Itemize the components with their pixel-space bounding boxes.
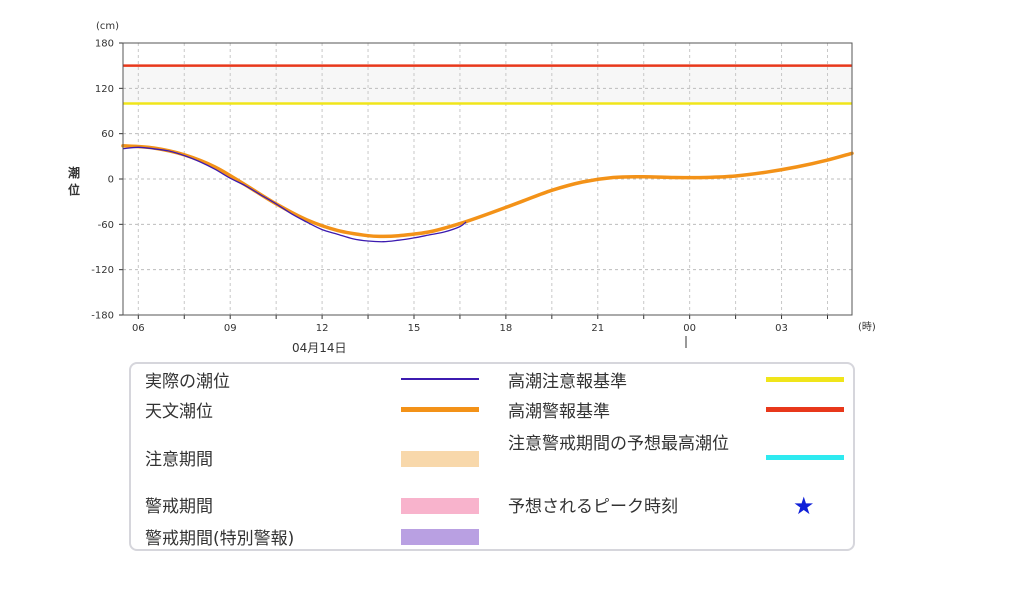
threshold-band bbox=[123, 65, 852, 104]
legend-label: 予想されるピーク時刻 bbox=[508, 497, 678, 517]
x-tick-label: 12 bbox=[316, 323, 329, 334]
x-tick-label: 00 bbox=[683, 323, 696, 334]
date-label: 04月14日 bbox=[292, 341, 347, 355]
legend-label: 警戒期間 bbox=[145, 497, 213, 517]
legend-swatch bbox=[401, 529, 479, 545]
legend-swatch bbox=[401, 407, 479, 412]
y-tick-label: -60 bbox=[98, 220, 114, 231]
tide-chart: (cm) 180 120 60 0 -60 -120 -180 06 09 12 15 18 21 00 0… bbox=[68, 21, 876, 355]
y-unit-label: (cm) bbox=[96, 21, 119, 32]
legend-swatch bbox=[766, 455, 844, 460]
legend-label: 高潮注意報基準 bbox=[508, 372, 627, 392]
y-tick-label: 180 bbox=[95, 39, 114, 50]
y-tick-label: 120 bbox=[95, 84, 114, 95]
x-unit-label: (時) bbox=[858, 321, 876, 333]
y-tick-label: 0 bbox=[108, 175, 114, 186]
x-tick-label: 06 bbox=[132, 323, 145, 334]
legend-label: 天文潮位 bbox=[145, 402, 213, 422]
x-tick-label: 15 bbox=[408, 323, 421, 334]
legend-label: 注意警戒期間の予想最高潮位 bbox=[508, 434, 729, 454]
y-tick-label: -180 bbox=[91, 311, 114, 322]
x-tick-label: 03 bbox=[775, 323, 788, 334]
legend: 実際の潮位天文潮位注意期間警戒期間警戒期間(特別警報) 高潮注意報基準 高潮警報基準… bbox=[129, 362, 855, 551]
x-tick-label: 18 bbox=[500, 323, 513, 334]
legend-label: 実際の潮位 bbox=[145, 372, 230, 392]
legend-swatch bbox=[766, 407, 844, 412]
y-tick-label: 60 bbox=[101, 129, 114, 140]
y-tick-label: -120 bbox=[91, 265, 114, 276]
legend-label: 注意期間 bbox=[145, 450, 213, 470]
x-tick-label: 09 bbox=[224, 323, 237, 334]
legend-swatch bbox=[401, 498, 479, 514]
y-axis-label-char-1: 潮 bbox=[68, 165, 80, 180]
legend-swatch bbox=[401, 378, 479, 380]
legend-swatch bbox=[401, 451, 479, 467]
star-icon: ★ bbox=[793, 492, 815, 520]
series-line-actual-tide bbox=[122, 146, 467, 243]
legend-label: 警戒期間(特別警報) bbox=[145, 529, 295, 549]
x-tick-label: 21 bbox=[591, 323, 604, 334]
legend-label: 高潮警報基準 bbox=[508, 402, 610, 422]
plot-area: 180 120 60 0 -60 -120 -180 06 09 12 15 18 21 00 03 bbox=[91, 39, 854, 334]
y-axis-label-char-2: 位 bbox=[68, 182, 80, 197]
plot-frame bbox=[122, 42, 853, 316]
legend-swatch bbox=[766, 377, 844, 382]
